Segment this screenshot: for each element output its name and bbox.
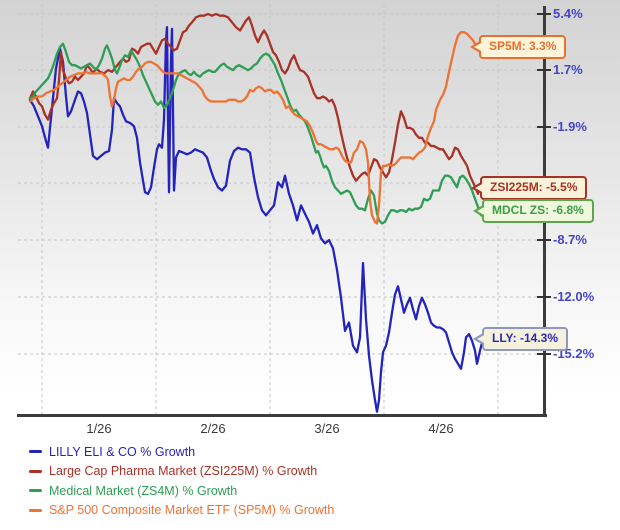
legend-item-sp5m: S&P 500 Composite Market ETF (SP5M) % Gr… — [29, 501, 334, 521]
plot-area: SP5M: 3.3% ZSI225M: -5.5% MDCL ZS: -6.8%… — [0, 0, 620, 418]
series-line-lly — [28, 26, 485, 413]
zsi225m-line-dash-icon — [29, 469, 42, 473]
x-axis-label: 2/26 — [200, 421, 226, 436]
y-axis-label: -1.9% — [553, 119, 587, 134]
y-axis-label: 5.4% — [553, 6, 583, 21]
x-axis-label: 3/26 — [314, 421, 340, 436]
y-axis-label: -8.7% — [553, 232, 587, 247]
legend-label: LILLY ELI & CO % Growth — [49, 444, 196, 459]
y-axis-label: -12.0% — [553, 289, 595, 304]
series-line-zsi225m — [28, 12, 480, 195]
series-line-sp5m — [28, 31, 480, 225]
legend-item-zs4m: Medical Market (ZS4M) % Growth — [29, 481, 334, 501]
callout-zsi225m: ZSI225M: -5.5% — [480, 176, 588, 200]
callout-lly: LLY: -14.3% — [482, 327, 569, 351]
series-line-mdcl-zs — [28, 42, 483, 225]
legend-item-lly: LILLY ELI & CO % Growth — [29, 442, 334, 462]
legend: LILLY ELI & CO % Growth Large Cap Pharma… — [29, 442, 334, 520]
sp5m-line-dash-icon — [29, 508, 42, 512]
callout-mdcl-zs: MDCL ZS: -6.8% — [482, 199, 594, 223]
x-axis-label: 4/26 — [428, 421, 454, 436]
legend-label: Medical Market (ZS4M) % Growth — [49, 483, 238, 498]
lly-line-dash-icon — [29, 450, 42, 454]
legend-item-zsi225m: Large Cap Pharma Market (ZSI225M) % Grow… — [29, 462, 334, 482]
legend-label: Large Cap Pharma Market (ZSI225M) % Grow… — [49, 464, 318, 479]
legend-label: S&P 500 Composite Market ETF (SP5M) % Gr… — [49, 503, 335, 518]
x-axis-label: 1/26 — [86, 421, 112, 436]
y-axis-label: 1.7% — [553, 62, 583, 77]
callout-sp5m: SP5M: 3.3% — [479, 35, 567, 59]
zs4m-line-dash-icon — [29, 489, 42, 493]
